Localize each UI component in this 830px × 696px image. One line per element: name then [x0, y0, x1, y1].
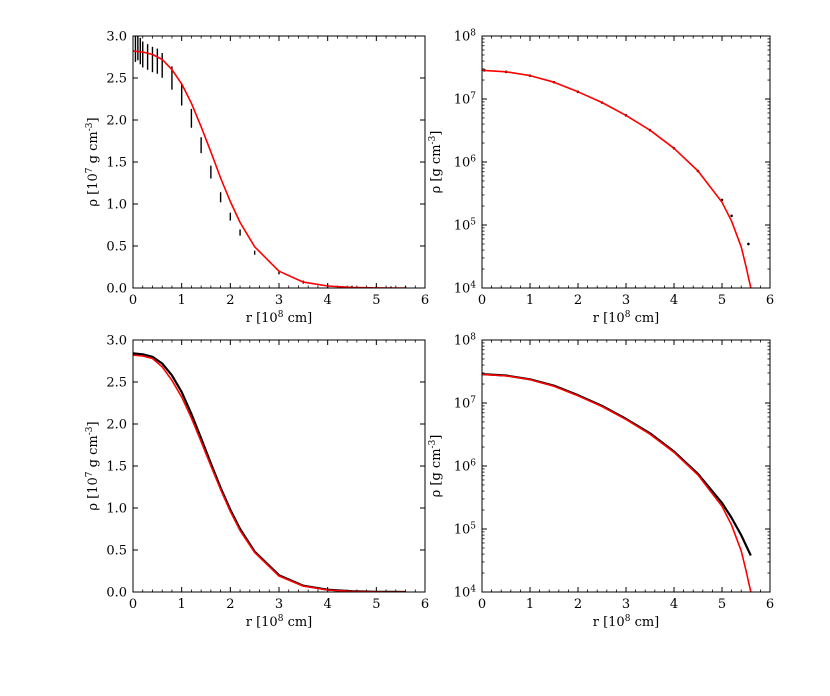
- y-tick-label: 0.5: [106, 240, 127, 255]
- x-tick-label: 5: [718, 293, 726, 308]
- x-tick-label: 1: [178, 293, 186, 308]
- x-axis-label: r [108​ cm]: [593, 310, 660, 326]
- x-axis-label: r [108​ cm]: [246, 614, 313, 630]
- x-tick-label: 5: [718, 597, 726, 612]
- axes-frame: [132, 35, 426, 289]
- data-point: [747, 242, 750, 246]
- x-tick-label: 2: [226, 293, 234, 308]
- x-tick-label: 3: [275, 597, 283, 612]
- plot-area: [133, 36, 407, 288]
- y-tick-label: 104​: [454, 281, 477, 297]
- x-tick-label: 6: [766, 597, 774, 612]
- y-tick-label: 2.5: [106, 376, 127, 391]
- y-tick-label: 2.0: [106, 418, 127, 433]
- x-tick-label: 0: [129, 597, 137, 612]
- series-line-1: [133, 352, 406, 592]
- x-tick-label: 6: [766, 293, 774, 308]
- x-tick-label: 6: [421, 293, 429, 308]
- x-tick-label: 1: [526, 597, 534, 612]
- y-axis-label: ρ [g cm-3​]: [428, 131, 444, 194]
- y-tick-label: 107​: [454, 396, 477, 412]
- axes-frame: [132, 339, 426, 593]
- x-axis-label: r [108​ cm]: [246, 310, 313, 326]
- x-tick-label: 4: [670, 597, 678, 612]
- x-axis-label: r [108​ cm]: [593, 614, 660, 630]
- x-tick-label: 1: [178, 597, 186, 612]
- y-tick-label: 106​: [454, 155, 477, 171]
- y-tick-label: 108​: [454, 333, 477, 349]
- y-tick-label: 107​: [454, 92, 477, 108]
- y-tick-label: 2.0: [106, 114, 127, 129]
- x-tick-label: 2: [226, 597, 234, 612]
- axes-frame: [481, 35, 771, 289]
- series-line-2: [482, 69, 752, 288]
- y-tick-label: 1.0: [106, 198, 127, 213]
- chart-panel-1: 0 1 2 3 4 5 6 0.0 0.5 1.0 1.5 2.0 2.5 3.0 r [108​ cm] ρ…: [85, 30, 429, 327]
- x-tick-label: 4: [324, 293, 332, 308]
- data-point: [730, 214, 733, 218]
- x-tick-label: 0: [478, 597, 486, 612]
- x-tick-label: 4: [324, 597, 332, 612]
- axes-frame: [481, 339, 771, 593]
- y-tick-label: 2.5: [106, 72, 127, 87]
- x-tick-label: 3: [275, 293, 283, 308]
- y-tick-label: 1.5: [106, 156, 127, 171]
- x-tick-label: 2: [574, 293, 582, 308]
- x-tick-label: 6: [421, 597, 429, 612]
- y-tick-label: 0.0: [106, 586, 127, 601]
- plot-area: [133, 352, 406, 592]
- y-tick-label: 106​: [454, 459, 477, 475]
- y-tick-label: 3.0: [106, 30, 127, 45]
- series-line-1: [482, 373, 752, 556]
- y-axis-label: ρ [g cm-3​]: [428, 435, 444, 498]
- y-tick-label: 105​: [454, 522, 477, 538]
- y-tick-label: 108​: [454, 29, 477, 45]
- y-tick-label: 104​: [454, 585, 477, 601]
- x-tick-label: 5: [372, 597, 380, 612]
- y-tick-label: 1.0: [106, 502, 127, 517]
- plot-area: [482, 69, 752, 288]
- chart-panel-2: 0 1 2 3 4 5 6 104​ 105​ 106​ 107​ 108​ r [108​ cm] ρ …: [428, 29, 774, 327]
- y-tick-label: 0.0: [106, 282, 127, 297]
- y-axis-label: ρ [107​ g cm-3​]: [85, 117, 101, 206]
- x-tick-label: 3: [622, 597, 630, 612]
- y-tick-label: 1.5: [106, 460, 127, 475]
- x-tick-label: 4: [670, 293, 678, 308]
- plot-area: [482, 373, 752, 592]
- x-tick-label: 3: [622, 293, 630, 308]
- x-tick-label: 1: [526, 293, 534, 308]
- y-tick-label: 3.0: [106, 334, 127, 349]
- series-line-2: [133, 50, 406, 288]
- x-tick-label: 0: [129, 293, 137, 308]
- chart-panel-3: 0 1 2 3 4 5 6 0.0 0.5 1.0 1.5 2.0 2.5 3.0 r [108​ cm] ρ…: [85, 334, 429, 631]
- y-tick-label: 0.5: [106, 544, 127, 559]
- x-tick-label: 2: [574, 597, 582, 612]
- y-axis-label: ρ [107​ g cm-3​]: [85, 421, 101, 510]
- series-line-2: [133, 354, 406, 592]
- y-tick-label: 105​: [454, 218, 477, 234]
- x-tick-label: 0: [478, 293, 486, 308]
- series-line-2: [482, 373, 752, 592]
- chart-panel-4: 0 1 2 3 4 5 6 104​ 105​ 106​ 107​ 108​ r [108​ cm] ρ …: [428, 333, 774, 631]
- x-tick-label: 5: [372, 293, 380, 308]
